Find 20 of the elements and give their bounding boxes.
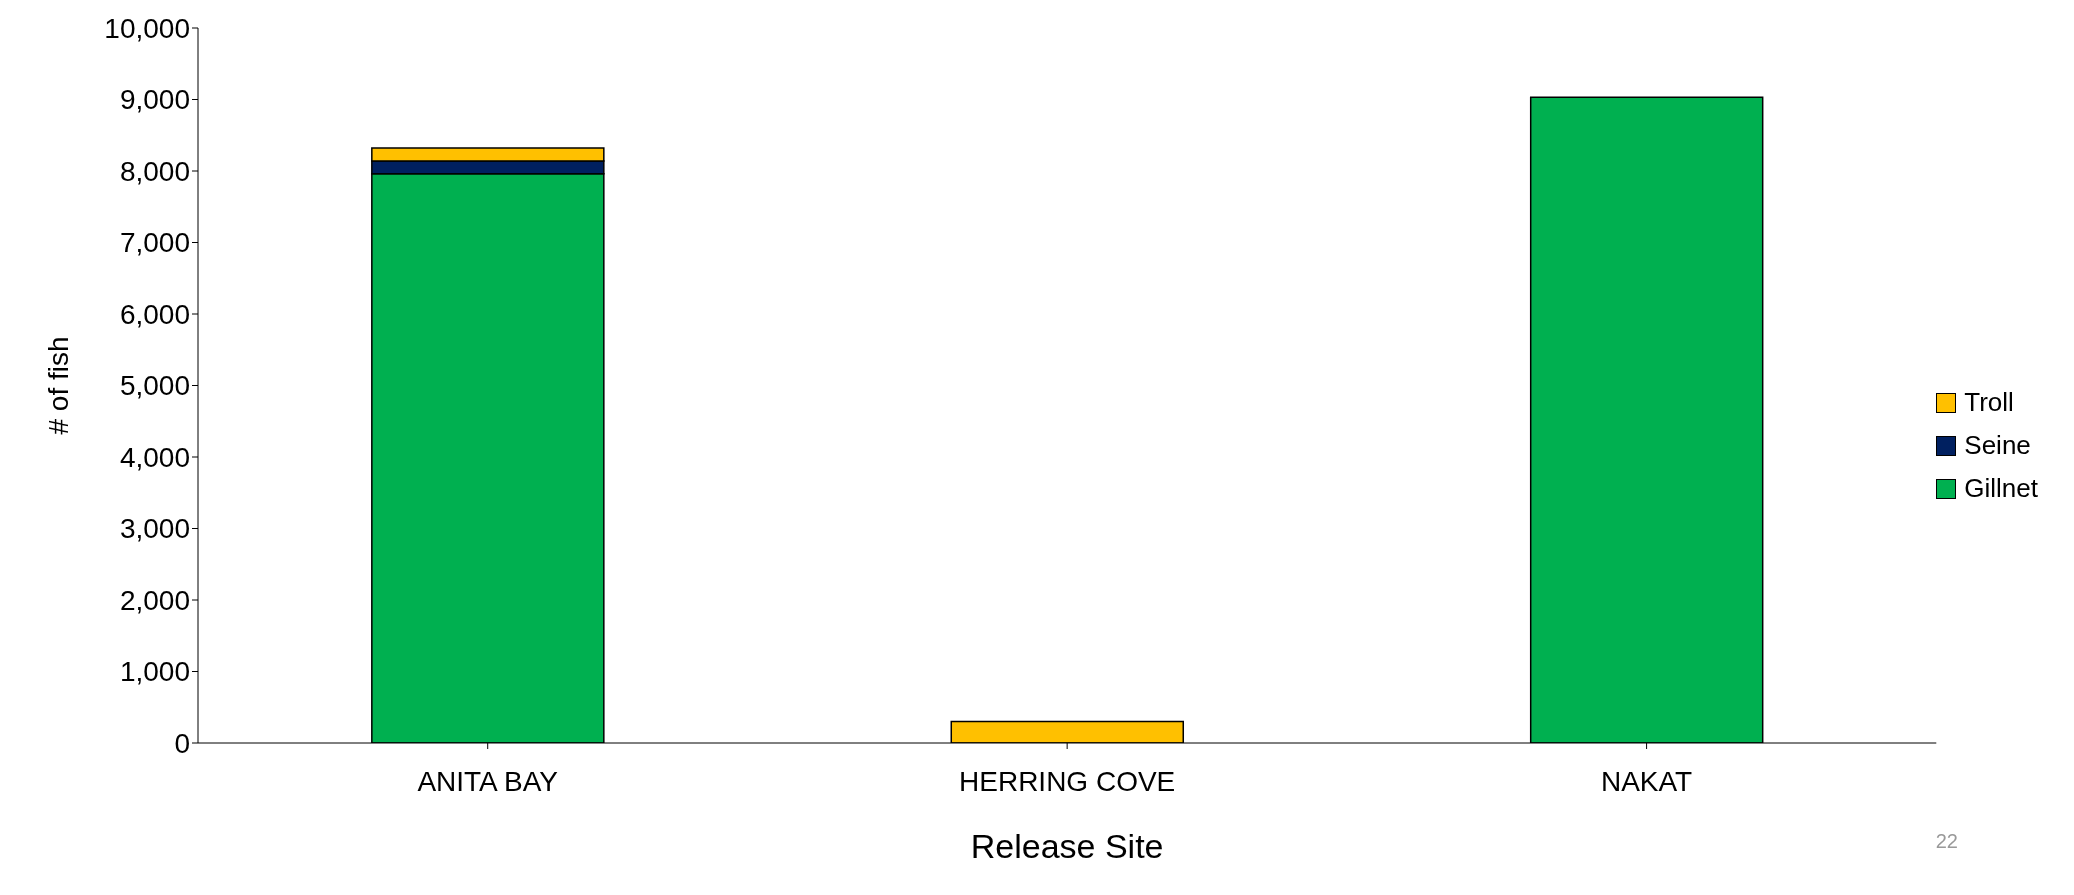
legend-label: Gillnet	[1964, 473, 2038, 504]
x-tick-label: HERRING COVE	[959, 765, 1176, 797]
x-tick-label: ANITA BAY	[417, 765, 559, 797]
y-tick-label: 6,000	[119, 298, 190, 330]
y-tick-label: 0	[174, 727, 190, 759]
y-axis-title: # of fish	[42, 336, 74, 435]
y-tick-label: 7,000	[119, 227, 190, 259]
legend-label: Troll	[1964, 387, 2014, 418]
x-tick-label: NAKAT	[1600, 765, 1693, 797]
text: 22	[1935, 830, 1958, 853]
x-axis-title: Release Site	[970, 827, 1164, 865]
y-tick-label: 1,000	[119, 656, 190, 688]
y-tick-label: 8,000	[119, 155, 190, 187]
y-tick-label: 4,000	[119, 441, 190, 473]
y-tick-label: 3,000	[119, 513, 190, 545]
y-tick-label: 5,000	[119, 370, 190, 402]
y-tick-label: 2,000	[119, 584, 190, 616]
legend-label: Seine	[1964, 430, 2031, 461]
y-tick-label: 10,000	[104, 12, 190, 44]
y-tick-label: 9,000	[119, 84, 190, 116]
